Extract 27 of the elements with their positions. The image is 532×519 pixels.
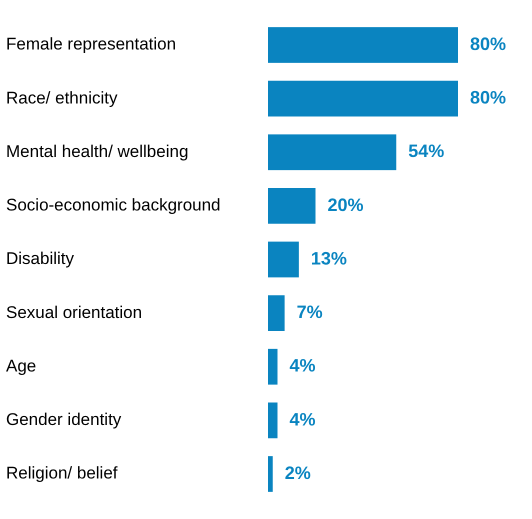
y-tick-label: Age: [6, 356, 36, 376]
bar: [268, 134, 396, 170]
y-tick-label: Female representation: [6, 34, 176, 54]
data-label: 4%: [290, 356, 316, 376]
data-label: 7%: [296, 302, 323, 322]
y-tick-label: Race/ ethnicity: [6, 88, 118, 108]
data-label: 80%: [470, 34, 506, 54]
y-tick-label: Gender identity: [6, 410, 122, 430]
bar: [268, 456, 273, 492]
data-label: 13%: [310, 248, 347, 268]
y-tick-label: Disability: [6, 249, 75, 268]
y-tick-label: Sexual orientation: [6, 302, 142, 322]
bar: [268, 402, 278, 438]
y-tick-label: Socio-economic background: [6, 196, 221, 215]
bar: [268, 348, 278, 385]
bar: [268, 188, 316, 224]
bar: [268, 295, 285, 331]
data-label: 20%: [328, 194, 364, 215]
bar: [268, 80, 458, 116]
y-tick-label: Mental health/ wellbeing: [6, 142, 188, 161]
data-label: 80%: [470, 88, 506, 108]
y-tick-label: Religion/ belief: [6, 464, 118, 483]
bar: [268, 27, 458, 63]
data-label: 4%: [290, 409, 316, 430]
bar: [268, 242, 299, 278]
data-label: 54%: [408, 141, 444, 162]
data-label: 2%: [284, 462, 311, 483]
